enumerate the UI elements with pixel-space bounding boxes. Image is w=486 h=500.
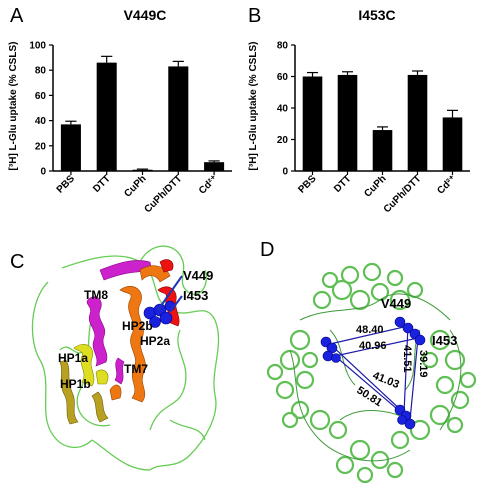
chart-b-y-tick-label-2: 40: [277, 104, 289, 115]
chart-a-x-tick-label-2: CuPh: [122, 173, 148, 199]
chart-b-y-tick-label-1: 20: [277, 135, 289, 146]
chart-b-x-tick-label-0: PBS: [296, 173, 319, 196]
structure-c-label-hp2b: HP2b: [122, 319, 153, 333]
panel-letter-b: B: [248, 5, 261, 27]
chart-a-x-tick-label-4: Cd²⁺: [197, 173, 220, 196]
panel-letter-c: C: [10, 251, 24, 273]
chart-a-x-tick-label-3: CuPh/DTT: [142, 173, 184, 215]
chart-b-y-tick-label-3: 60: [277, 72, 289, 83]
chart-a-y-tick-label-5: 100: [29, 41, 46, 52]
chart-a-bar-3: [168, 66, 189, 171]
structure-c-label-hp1b: HP1b: [60, 377, 91, 391]
chart-b-x-tick-label-4: Cd²⁺: [435, 173, 458, 196]
structure-d-distance-1: 48.40: [356, 324, 384, 336]
structure-d-distance-5: 41.03: [371, 370, 401, 391]
chart-a-y-tick-label-4: 80: [35, 66, 47, 77]
structure-d-label-v449: V449: [381, 296, 411, 311]
chart-a-bar-2: [132, 169, 153, 171]
chart-b-bar-1: [337, 74, 358, 171]
structure-d-image: V449 I453 48.40 40.96 41.51 39.19 41.03 …: [266, 262, 477, 484]
chart-b-x-tick-label-3: CuPh/DTT: [382, 173, 424, 215]
chart-a-y-tick-label-3: 60: [35, 91, 47, 102]
structure-d-label-i453: I453: [432, 333, 457, 348]
chart-a-bar-1: [96, 62, 117, 171]
structure-c-image: V449 I453 TM8 HP2b HP2a HP1a HP1b TM7: [31, 245, 220, 471]
chart-a-x-tick-label-1: DTT: [91, 173, 113, 195]
chart-a-y-tick-label-2: 40: [35, 116, 47, 127]
chart-b-title: I453C: [358, 7, 395, 23]
structure-c-label-tm7: TM7: [124, 362, 148, 376]
chart-b-bar-2: [372, 130, 393, 171]
chart-b-bar-4: [442, 117, 463, 171]
chart-a-y-axis-label: [³H] L-Glu uptake (% CSLS): [8, 42, 19, 171]
chart-a-y-tick-label-1: 20: [35, 141, 47, 152]
chart-b-bar-3: [407, 74, 428, 171]
structure-d-distance-4: 39.19: [417, 350, 429, 378]
chart-a-y-tick-label-0: 0: [40, 167, 46, 178]
chart-a: V449C [³H] L-Glu uptake (% CSLS) 0 20 40 60…: [8, 7, 232, 215]
panel-letter-d: D: [260, 239, 274, 261]
structure-c-label-tm8: TM8: [84, 288, 108, 302]
chart-b-y-tick-label-4: 80: [277, 41, 289, 52]
chart-b-y-axis-label: [³H] L-Glu uptake (% CSLS): [248, 42, 259, 171]
chart-a-title: V449C: [124, 7, 167, 23]
structure-c-label-hp2a: HP2a: [140, 334, 170, 348]
structure-d-distance-2: 40.96: [359, 340, 387, 352]
chart-a-bar-0: [60, 124, 81, 171]
chart-b-x-tick-label-1: DTT: [332, 173, 354, 195]
chart-b-y-tick-label-0: 0: [282, 167, 288, 178]
structure-c-label-v449: V449: [183, 268, 213, 283]
structure-c-label-i453: I453: [183, 288, 208, 303]
chart-b: I453C [³H] L-Glu uptake (% CSLS) 0 20 40 60…: [248, 7, 470, 215]
structure-d-distance-6: 50.81: [354, 384, 384, 409]
structure-d-distance-3: 41.51: [401, 345, 413, 373]
chart-a-x-tick-label-0: PBS: [55, 173, 78, 196]
panel-letter-a: A: [10, 5, 24, 27]
chart-a-bar-4: [204, 162, 225, 171]
chart-b-bar-0: [302, 76, 323, 171]
chart-b-x-tick-label-2: CuPh: [362, 173, 388, 199]
structure-c-label-hp1a: HP1a: [58, 351, 88, 365]
